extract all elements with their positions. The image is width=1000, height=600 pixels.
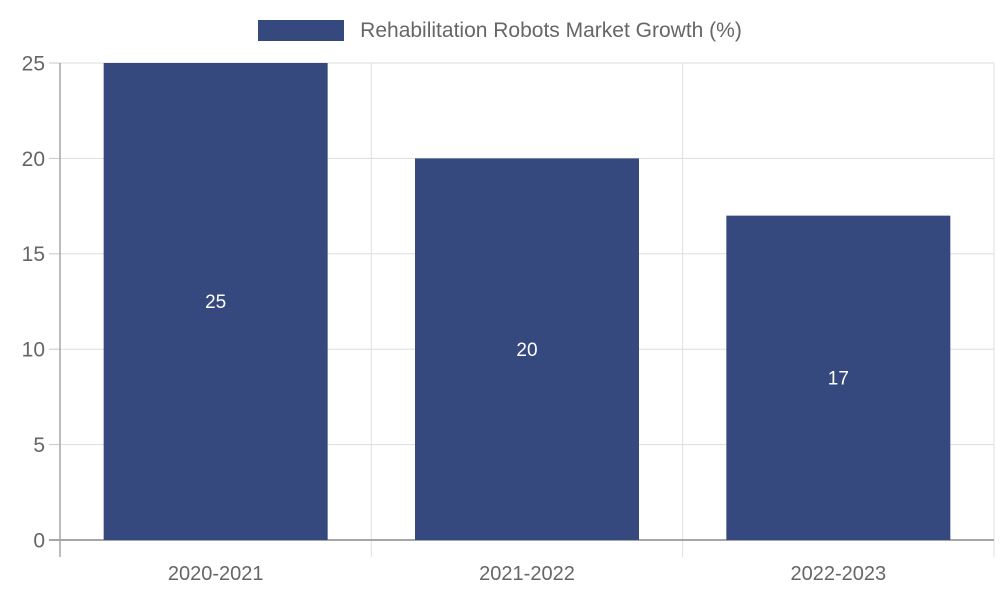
chart-legend: Rehabilitation Robots Market Growth (%) (0, 20, 1000, 41)
y-axis-tick-label: 15 (22, 243, 45, 266)
x-axis-tick-label: 2021-2022 (479, 563, 575, 585)
bar (415, 158, 639, 540)
bar (726, 215, 951, 540)
legend-item[interactable]: Rehabilitation Robots Market Growth (%) (258, 20, 742, 41)
legend-swatch-icon (258, 20, 345, 41)
bar-value-label: 20 (516, 340, 537, 361)
bar-value-label: 25 (205, 292, 226, 313)
bar-value-label: 17 (828, 368, 849, 389)
bar (103, 63, 328, 540)
x-axis-tick-label: 2020-2021 (168, 563, 264, 585)
y-axis-tick-label: 5 (33, 434, 45, 457)
y-axis-tick-label: 10 (22, 339, 45, 362)
y-axis-tick-label: 20 (22, 148, 45, 171)
y-axis-tick-label: 25 (22, 52, 45, 75)
y-axis-tick-label: 0 (33, 529, 45, 552)
x-axis-tick-label: 2022-2023 (791, 563, 887, 585)
legend-label: Rehabilitation Robots Market Growth (%) (360, 19, 742, 42)
